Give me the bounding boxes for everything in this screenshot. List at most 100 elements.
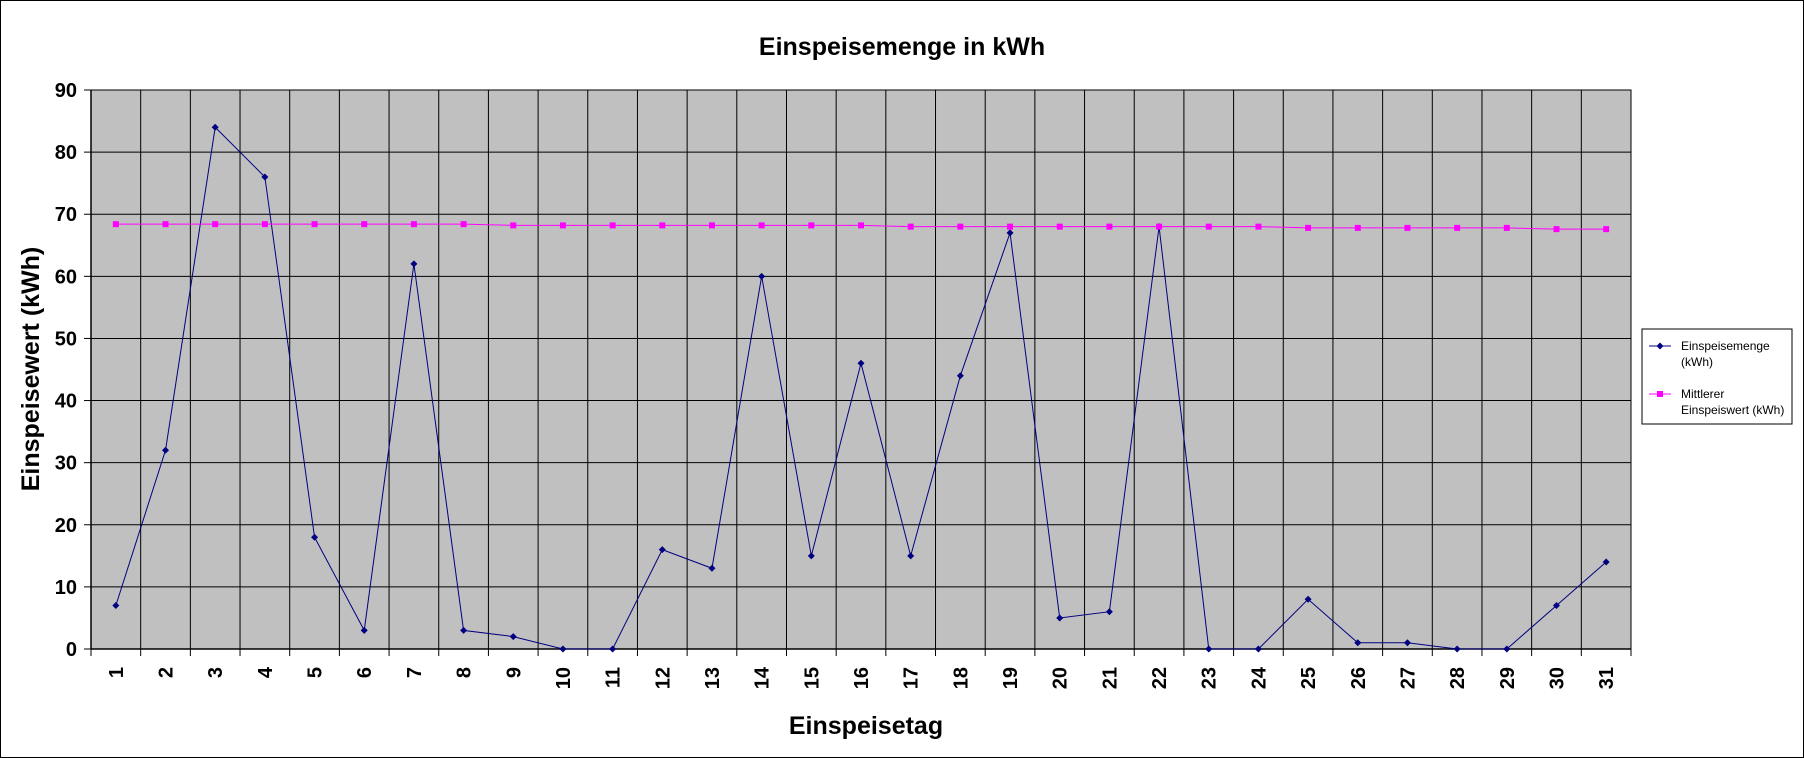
x-tick-label: 17 (901, 667, 923, 689)
data-point (708, 222, 715, 229)
gridlines (91, 89, 1631, 649)
y-tick-label: 10 (55, 577, 77, 599)
x-tick-label: 1 (106, 667, 128, 678)
legend-label: Mittlerer (1681, 387, 1724, 401)
y-tick-label: 90 (55, 80, 77, 102)
data-point (460, 221, 467, 228)
data-point (1106, 223, 1113, 230)
data-point (1403, 639, 1411, 647)
legend-label: Einspeisemenge (1681, 339, 1770, 353)
data-point (1255, 223, 1262, 230)
x-tick-label: 14 (752, 666, 774, 689)
legend-entry: Einspeisemenge (kWh) (1649, 339, 1770, 369)
data-point (808, 222, 815, 229)
data-point (261, 221, 268, 228)
data-point (957, 223, 964, 230)
data-point (1354, 639, 1362, 647)
data-point (1007, 223, 1014, 230)
data-point (510, 222, 517, 229)
data-point (112, 221, 119, 228)
legend-marker (1657, 391, 1663, 397)
data-point (1453, 645, 1461, 653)
x-tick-label: 4 (255, 666, 277, 678)
data-point (1454, 224, 1461, 231)
y-tick-label: 0 (66, 639, 77, 661)
x-tick-label: 20 (1050, 667, 1072, 689)
x-tick-label: 2 (156, 667, 178, 678)
data-point (162, 221, 169, 228)
legend-entry: Mittlerer Einspeiswert (kWh) (1649, 387, 1784, 417)
series-1 (112, 123, 1610, 653)
data-point (659, 222, 666, 229)
data-point (1304, 595, 1312, 603)
data-point (1602, 558, 1610, 566)
x-tick-label: 30 (1546, 667, 1568, 689)
data-point (410, 221, 417, 228)
data-point (858, 222, 864, 229)
data-point (1205, 645, 1213, 653)
data-point (1503, 645, 1511, 653)
x-tick-label: 5 (305, 667, 327, 678)
x-tick-label: 16 (851, 667, 873, 689)
data-point (311, 533, 319, 541)
x-tick-label: 3 (205, 667, 227, 678)
data-point (807, 552, 815, 560)
x-tick-label: 28 (1447, 667, 1469, 689)
data-point (609, 222, 616, 229)
series-2 (112, 221, 1610, 233)
data-point (112, 602, 120, 610)
y-tick-label: 20 (55, 515, 77, 537)
data-point (1254, 645, 1262, 653)
data-point (1354, 224, 1361, 231)
legend-marker (1656, 342, 1664, 350)
y-axis-title: Einspeisewert (kWh) (17, 247, 45, 492)
data-point (261, 173, 269, 181)
data-point (162, 446, 170, 454)
x-tick-label: 9 (503, 667, 525, 678)
data-point (1552, 602, 1560, 610)
y-tick-label: 70 (55, 204, 77, 226)
y-tick-label: 50 (55, 328, 77, 350)
data-point (509, 633, 517, 641)
data-point (658, 546, 666, 554)
x-tick-label: 23 (1199, 667, 1221, 689)
x-tick-label: 31 (1596, 667, 1618, 689)
x-tick-label: 21 (1099, 667, 1121, 689)
data-point (907, 552, 915, 560)
x-tick-label: 22 (1149, 667, 1171, 689)
data-point (907, 223, 914, 230)
data-point (1305, 224, 1312, 231)
x-tick-label: 12 (652, 667, 674, 689)
data-point (1056, 614, 1064, 622)
data-point (559, 645, 567, 653)
data-point (758, 272, 766, 280)
x-tick-label: 25 (1298, 667, 1320, 689)
plot-area (90, 89, 1632, 650)
data-point (758, 222, 765, 229)
x-tick-label: 6 (354, 667, 376, 678)
y-tick-label: 30 (55, 453, 77, 475)
x-axis-title: Einspeisetag (789, 712, 943, 740)
data-point (212, 221, 219, 228)
x-tick-label: 27 (1397, 667, 1419, 689)
legend-label: Einspeiswert (kWh) (1681, 403, 1784, 417)
x-tick-label: 29 (1497, 667, 1519, 689)
data-point (360, 626, 368, 634)
data-point (460, 626, 468, 634)
chart-title: Einspeisemenge in kWh (759, 33, 1045, 61)
data-point (708, 564, 716, 572)
x-tick-label: 18 (950, 667, 972, 689)
x-tick-label: 15 (801, 667, 823, 689)
data-point (1006, 229, 1014, 237)
y-tick-label: 60 (55, 266, 77, 288)
x-tick-label: 24 (1248, 666, 1270, 689)
x-tick-label: 26 (1348, 667, 1370, 689)
data-point (1603, 226, 1610, 233)
x-tick-label: 19 (1000, 667, 1022, 689)
data-point (559, 222, 566, 229)
data-point (1503, 224, 1510, 231)
data-point (1404, 224, 1411, 231)
